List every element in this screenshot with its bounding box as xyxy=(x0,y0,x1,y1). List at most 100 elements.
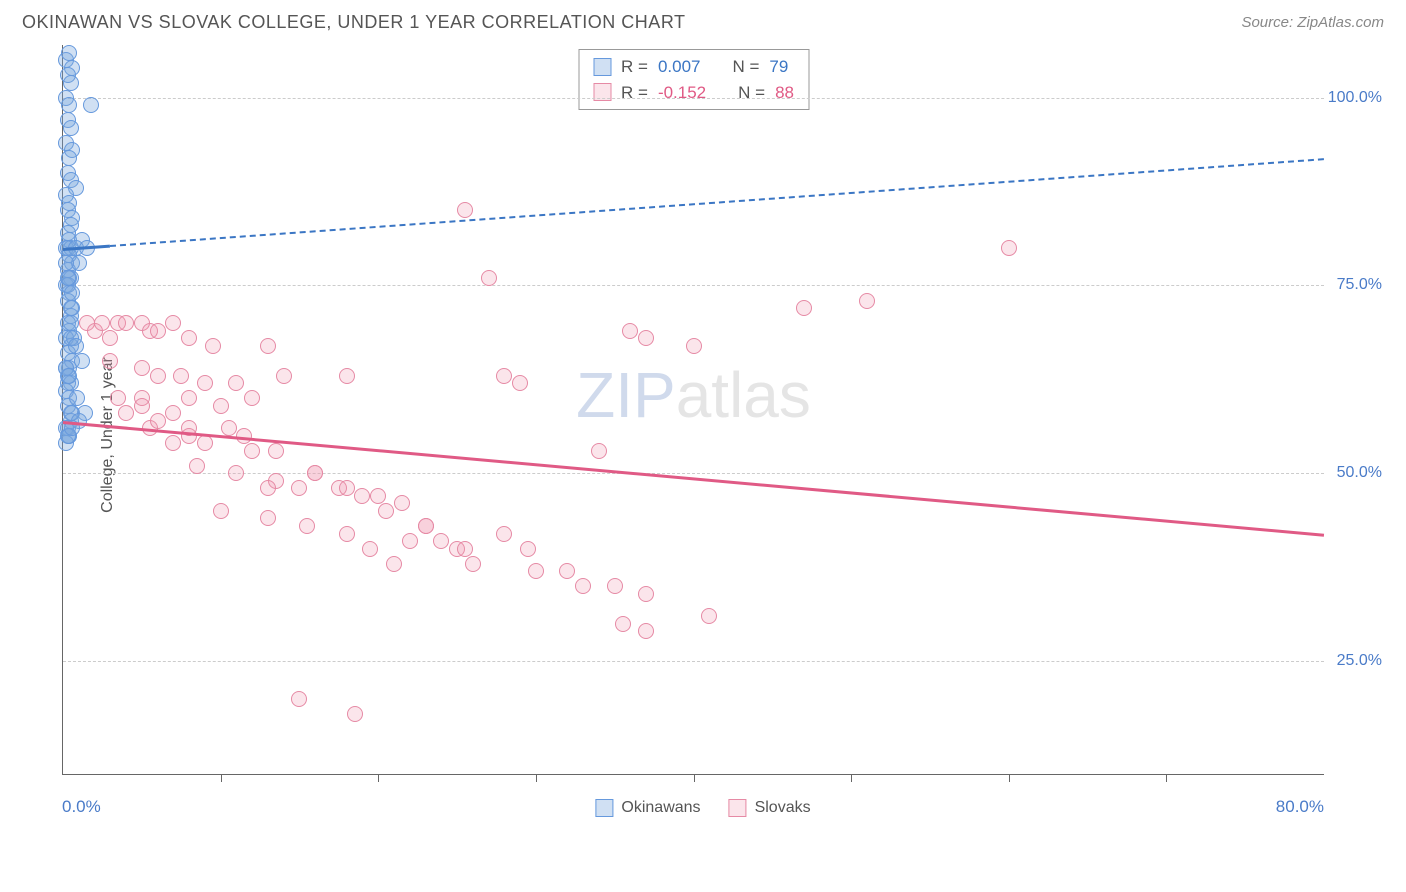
x-axis-max: 80.0% xyxy=(1276,797,1324,817)
series2-marker xyxy=(347,706,363,722)
series2-marker xyxy=(244,443,260,459)
series2-marker xyxy=(362,541,378,557)
series2-marker xyxy=(118,405,134,421)
stats-row-2: R = -0.152 N = 88 xyxy=(593,80,794,106)
series2-marker xyxy=(221,420,237,436)
chart-title: OKINAWAN VS SLOVAK COLLEGE, UNDER 1 YEAR… xyxy=(22,12,685,33)
series2-marker xyxy=(402,533,418,549)
series2-marker xyxy=(354,488,370,504)
series2-marker xyxy=(276,368,292,384)
watermark: ZIPatlas xyxy=(576,358,811,432)
x-axis-min: 0.0% xyxy=(62,797,101,817)
series2-marker xyxy=(796,300,812,316)
x-tick xyxy=(1009,774,1010,782)
series2-marker xyxy=(512,375,528,391)
series2-marker xyxy=(228,465,244,481)
x-tick xyxy=(851,774,852,782)
series1-marker xyxy=(63,300,79,316)
series2-marker xyxy=(260,480,276,496)
series2-marker xyxy=(244,390,260,406)
series2-marker xyxy=(165,315,181,331)
series2-marker xyxy=(102,330,118,346)
n-value-1: 79 xyxy=(769,54,788,80)
legend-item-1: Okinawans xyxy=(595,799,700,817)
series1-marker xyxy=(61,150,77,166)
series1-marker xyxy=(83,97,99,113)
series2-marker xyxy=(496,526,512,542)
series2-marker xyxy=(481,270,497,286)
legend-swatch-2 xyxy=(729,799,747,817)
legend: Okinawans Slovaks xyxy=(595,799,810,817)
x-tick xyxy=(378,774,379,782)
series2-marker xyxy=(520,541,536,557)
series2-marker xyxy=(291,691,307,707)
series2-marker xyxy=(559,563,575,579)
source-label: Source: ZipAtlas.com xyxy=(1241,14,1384,31)
plot-area: ZIPatlas R = 0.007 N = 79 R = -0.152 N =… xyxy=(62,45,1324,775)
series2-marker xyxy=(607,578,623,594)
gridline xyxy=(63,98,1324,99)
series1-marker xyxy=(74,353,90,369)
series2-marker xyxy=(528,563,544,579)
series2-marker xyxy=(150,368,166,384)
series2-marker xyxy=(134,398,150,414)
x-tick xyxy=(536,774,537,782)
series2-marker xyxy=(165,405,181,421)
series1-marker xyxy=(61,368,77,384)
series2-marker xyxy=(213,503,229,519)
series2-marker xyxy=(386,556,402,572)
legend-swatch-1 xyxy=(595,799,613,817)
legend-label-1: Okinawans xyxy=(621,799,700,817)
series2-marker xyxy=(110,390,126,406)
series2-marker xyxy=(638,330,654,346)
series2-marker xyxy=(150,413,166,429)
series1-marker xyxy=(63,75,79,91)
series2-marker xyxy=(260,338,276,354)
series2-marker xyxy=(102,353,118,369)
series2-marker xyxy=(165,435,181,451)
series2-marker xyxy=(118,315,134,331)
series2-trend xyxy=(63,421,1324,536)
series2-marker xyxy=(615,616,631,632)
series2-marker xyxy=(339,480,355,496)
swatch-series1 xyxy=(593,58,611,76)
n-value-2: 88 xyxy=(775,80,794,106)
series2-marker xyxy=(591,443,607,459)
series2-marker xyxy=(181,330,197,346)
y-tick-label: 25.0% xyxy=(1337,652,1382,670)
gridline xyxy=(63,661,1324,662)
series2-marker xyxy=(859,293,875,309)
series2-marker xyxy=(205,338,221,354)
series2-marker xyxy=(433,533,449,549)
gridline xyxy=(63,473,1324,474)
r-value-2: -0.152 xyxy=(658,80,706,106)
chart-container: College, Under 1 year ZIPatlas R = 0.007… xyxy=(22,45,1384,825)
series2-marker xyxy=(418,518,434,534)
series1-marker xyxy=(61,97,77,113)
series1-marker xyxy=(64,285,80,301)
series2-marker xyxy=(457,541,473,557)
series2-marker xyxy=(228,375,244,391)
series2-marker xyxy=(150,323,166,339)
series2-marker xyxy=(394,495,410,511)
series2-marker xyxy=(701,608,717,624)
series2-marker xyxy=(299,518,315,534)
legend-label-2: Slovaks xyxy=(755,799,811,817)
series2-marker xyxy=(686,338,702,354)
series1-marker xyxy=(61,45,77,61)
series2-marker xyxy=(496,368,512,384)
series1-marker xyxy=(69,390,85,406)
gridline xyxy=(63,285,1324,286)
series2-marker xyxy=(181,390,197,406)
series1-marker xyxy=(58,255,74,271)
series2-marker xyxy=(268,443,284,459)
r-value-1: 0.007 xyxy=(658,54,701,80)
series2-marker xyxy=(307,465,323,481)
series2-marker xyxy=(197,435,213,451)
y-tick-label: 75.0% xyxy=(1337,276,1382,294)
legend-item-2: Slovaks xyxy=(729,799,811,817)
series2-marker xyxy=(173,368,189,384)
series2-marker xyxy=(465,556,481,572)
series1-marker xyxy=(60,270,76,286)
series2-marker xyxy=(622,323,638,339)
